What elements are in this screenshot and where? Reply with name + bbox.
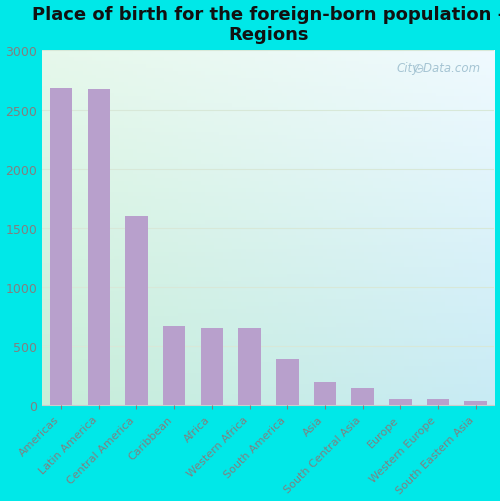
Bar [125, 216, 148, 405]
Bar [200, 328, 223, 405]
Bar [352, 389, 374, 405]
Text: ⊙: ⊙ [412, 62, 424, 76]
Bar [464, 401, 487, 405]
Bar [426, 399, 449, 405]
Bar [163, 326, 186, 405]
Bar [238, 329, 261, 405]
Text: City-Data.com: City-Data.com [397, 62, 481, 75]
Bar [276, 359, 298, 405]
Bar [389, 399, 411, 405]
Title: Place of birth for the foreign-born population -
Regions: Place of birth for the foreign-born popu… [32, 6, 500, 44]
Bar [314, 382, 336, 405]
Bar [88, 90, 110, 405]
Bar [50, 89, 72, 405]
